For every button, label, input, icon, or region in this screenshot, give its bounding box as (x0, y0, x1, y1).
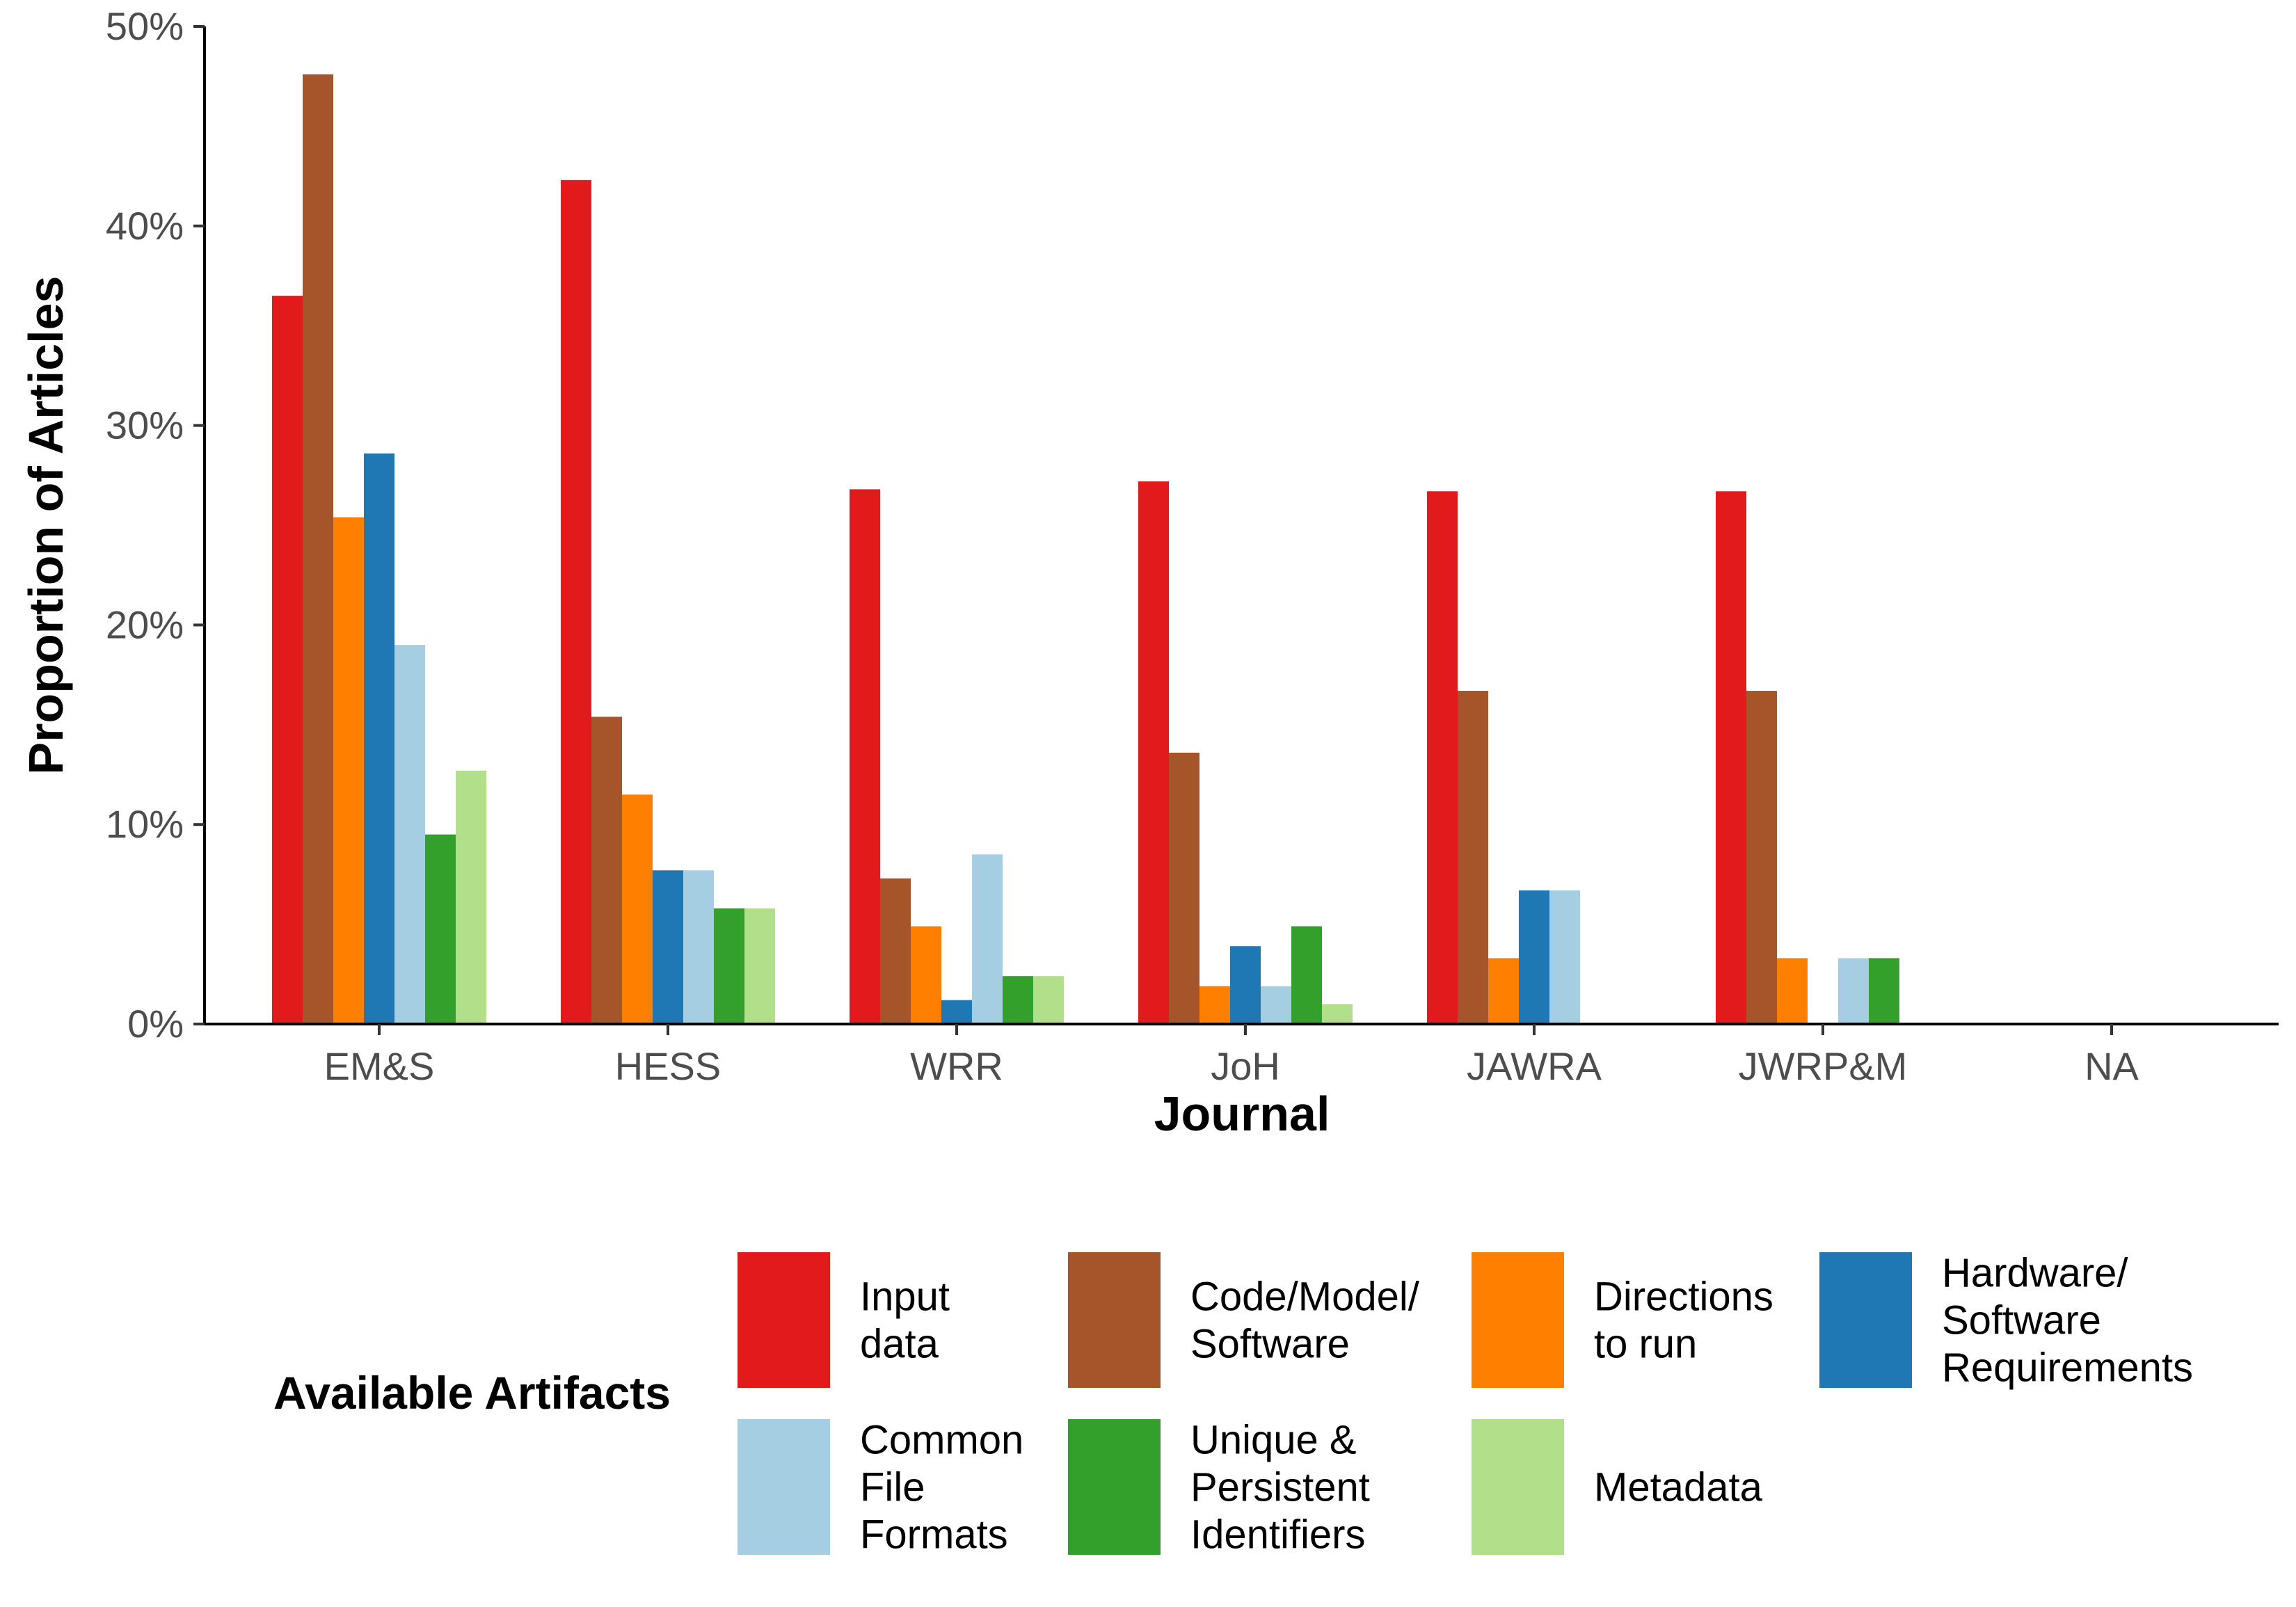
bar (683, 870, 714, 1024)
bar (1230, 946, 1261, 1024)
bar (744, 908, 775, 1024)
bar (972, 854, 1003, 1024)
bar (1322, 1004, 1353, 1024)
bar (653, 870, 683, 1024)
y-ticks: 0% 10% 20% 30% 40% 50% (106, 4, 205, 1046)
legend-key (1472, 1419, 1564, 1555)
legend-key (738, 1419, 830, 1555)
x-tick-label: EM&S (324, 1044, 435, 1088)
y-tick-label: 20% (106, 602, 184, 646)
legend-label: to run (1594, 1322, 1697, 1367)
x-ticks: EM&S HESS WRR JoH JAWRA JWRP&M NA (324, 1024, 2139, 1088)
y-tick-label: 0% (127, 1002, 184, 1046)
bar (456, 770, 486, 1024)
bar (1427, 491, 1458, 1024)
legend-label: Input (860, 1274, 950, 1320)
bar (333, 517, 364, 1024)
bar (1458, 691, 1488, 1024)
bar (1138, 481, 1169, 1024)
y-tick-label: 40% (106, 204, 184, 248)
bar (911, 926, 941, 1024)
bar (1033, 976, 1064, 1024)
bar (1291, 926, 1322, 1024)
axes-layer (203, 26, 2279, 1025)
y-tick-label: 30% (106, 403, 184, 447)
legend-label: Requirements (1942, 1345, 2193, 1391)
bar (1199, 986, 1230, 1024)
legend-label: Software (1942, 1298, 2101, 1343)
x-tick-label: NA (2084, 1044, 2139, 1088)
bar (941, 1000, 972, 1024)
bar (1549, 890, 1580, 1024)
legend-key (1068, 1252, 1161, 1388)
legend-key (1472, 1252, 1564, 1388)
y-tick-label: 50% (106, 4, 184, 48)
legend-label: Software (1190, 1322, 1350, 1367)
bar (272, 296, 303, 1025)
bar (1003, 976, 1033, 1024)
bar (1869, 958, 1899, 1024)
x-tick-label: WRR (910, 1044, 1003, 1088)
bar (622, 794, 653, 1024)
legend-label: Metadata (1594, 1465, 1763, 1510)
legend-title: Available Artifacts (273, 1367, 671, 1418)
bar (850, 489, 880, 1024)
legend-key (738, 1252, 830, 1388)
bar (1488, 958, 1519, 1024)
bar (714, 908, 744, 1024)
bar (394, 645, 425, 1024)
legend-label: Formats (860, 1512, 1008, 1558)
bars-layer (272, 74, 1899, 1025)
legend-label: data (860, 1322, 939, 1367)
bar (880, 878, 911, 1024)
bar (303, 74, 333, 1024)
x-tick-label: HESS (615, 1044, 722, 1088)
bar (1261, 986, 1291, 1024)
legend-key (1819, 1252, 1912, 1388)
legend-label: File (860, 1465, 925, 1510)
bar (1777, 958, 1808, 1024)
legend-key (1068, 1419, 1161, 1555)
bar (364, 453, 394, 1024)
bar (591, 717, 622, 1024)
bar (1519, 890, 1549, 1024)
legend-label: Identifiers (1190, 1512, 1365, 1558)
x-axis-title: Journal (1154, 1087, 1330, 1141)
x-tick-label: JAWRA (1467, 1044, 1602, 1088)
y-tick-label: 10% (106, 802, 184, 846)
legend-label: Unique & (1190, 1418, 1357, 1463)
legend-label: Common (860, 1418, 1023, 1463)
x-tick-label: JWRP&M (1739, 1044, 1908, 1088)
legend-label: Code/Model/ (1190, 1274, 1420, 1320)
bar (561, 179, 591, 1025)
bar (1716, 491, 1746, 1024)
legend-label: Directions (1594, 1274, 1773, 1320)
bar (1169, 752, 1199, 1024)
bar (1838, 958, 1869, 1024)
x-tick-label: JoH (1211, 1044, 1280, 1088)
legend-label: Hardware/ (1942, 1251, 2128, 1296)
legend-label: Persistent (1190, 1465, 1370, 1510)
y-axis-title: Proportion of Articles (19, 276, 73, 775)
bar (425, 834, 456, 1024)
bar (1746, 691, 1777, 1024)
